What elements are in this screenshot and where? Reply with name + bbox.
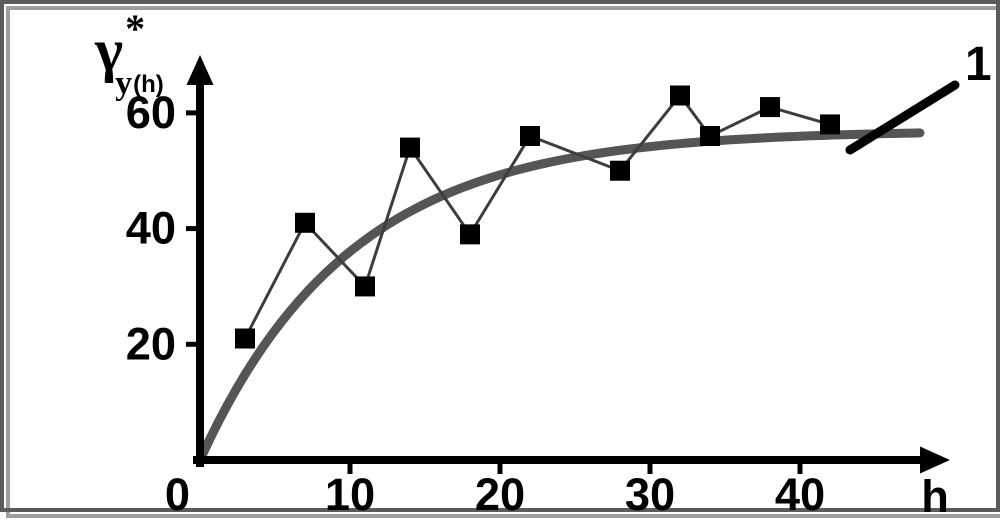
data-point	[236, 329, 255, 348]
data-point	[461, 225, 480, 244]
data-point	[356, 277, 375, 296]
chart-container: 102030402040600hγ*y(h)1	[0, 0, 1000, 525]
x-axis-label: h	[921, 471, 949, 522]
data-point	[296, 213, 315, 232]
x-tick-label: 10	[325, 469, 375, 520]
data-point	[521, 127, 540, 146]
x-tick-label: 20	[475, 469, 525, 520]
x-tick-label: 40	[775, 469, 825, 520]
data-point	[401, 138, 420, 157]
x-tick-label: 30	[625, 469, 675, 520]
data-point	[671, 86, 690, 105]
data-point	[611, 161, 630, 180]
origin-label: 0	[165, 469, 190, 520]
chart-svg: 102030402040600hγ*y(h)1	[0, 0, 1000, 525]
annotation-1-label: 1	[965, 38, 992, 91]
data-point	[701, 127, 720, 146]
data-point	[761, 98, 780, 117]
data-point	[821, 115, 840, 134]
y-tick-label: 20	[126, 318, 176, 369]
y-tick-label: 40	[126, 203, 176, 254]
